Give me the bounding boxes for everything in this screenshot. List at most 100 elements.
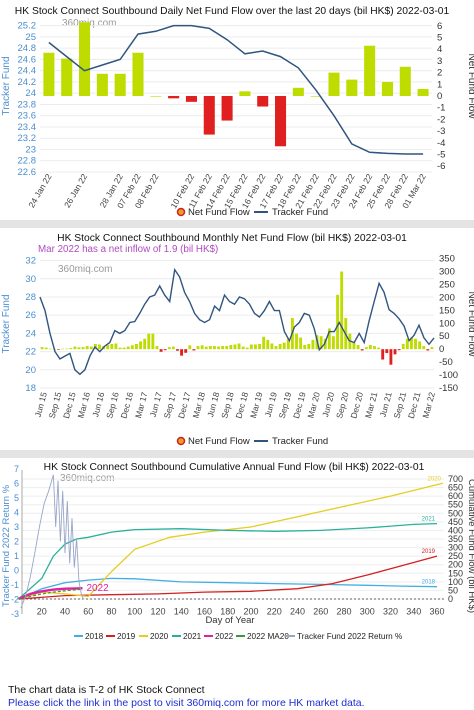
right-tick-label: 150 [448,568,463,578]
series-end-label: 2020 [427,476,441,482]
net-flow-bar [204,346,208,350]
right-tick-label: -150 [439,383,458,394]
net-flow-bar [185,96,197,102]
right-tick-label: 550 [448,500,463,510]
net-flow-bar [196,346,200,350]
cumulative-right-axis-label: Cumulative Fund Flow (bil HK$) [466,479,474,613]
legend-label[interactable]: 2022 [215,632,234,641]
series-line-tracker-fund-2022-return- [20,474,85,609]
right-tick-label: 200 [448,560,463,570]
legend-label[interactable]: 2019 [117,632,136,641]
net-flow-bar [212,346,216,350]
legend-label[interactable]: 2021 [183,632,202,641]
x-tick-label: 20 [37,607,47,617]
series-line-2022 [18,587,83,601]
legend-label[interactable]: 2020 [150,632,169,641]
net-flow-bar [225,346,229,350]
net-flow-bar [381,349,385,360]
legend-label[interactable]: 2018 [85,632,104,641]
cumulative-grid [21,470,444,614]
separator-2 [0,450,474,458]
left-tick-label: 22.6 [18,167,37,178]
left-tick-label: 4 [14,508,19,518]
legend-net-flow-label[interactable]: Net Fund Flow [188,207,250,218]
left-tick-label: 3 [14,522,19,532]
legend-label[interactable]: 2022 MA20 [247,632,289,641]
right-tick-label: 100 [439,318,455,329]
net-flow-bar [254,344,257,350]
right-tick-label: -3 [437,126,445,137]
right-tick-label: 0 [448,594,453,604]
net-flow-bar [81,347,85,350]
series-end-label: 2022 [86,583,109,594]
net-flow-bar [245,347,249,350]
x-tick-label: 220 [267,607,282,617]
daily-flow-chart: HK Stock Connect Southbound Daily Net Fu… [1,6,474,218]
net-flow-bar [422,346,426,350]
cumulative-legend[interactable]: 2018 2019 2020 2021 2022 2022 MA20 Tracker Fun… [74,632,402,641]
right-tick-label: 250 [448,551,463,561]
net-flow-bar [295,333,298,350]
net-flow-bar [352,342,356,350]
daily-legend[interactable]: Net Fund Flow Tracker Fund [176,207,329,218]
net-flow-bar [397,349,401,351]
right-tick-label: 100 [448,577,463,587]
net-flow-bar [292,87,304,96]
net-flow-bar [299,337,303,350]
legend-tracker-label[interactable]: Tracker Fund [272,207,328,218]
net-flow-bar [147,333,151,350]
monthly-left-axis-label: Tracker Fund [1,294,12,353]
right-tick-label: -100 [439,370,458,381]
left-tick-label: 6 [14,479,19,489]
right-tick-label: 650 [448,483,463,493]
monthly-legend[interactable]: Net Fund Flow Tracker Fund [176,436,329,447]
right-tick-label: 5 [437,33,442,44]
net-flow-bar [44,347,48,350]
net-flow-bar [126,346,130,350]
left-tick-label: 2 [14,537,19,547]
series-line-2021 [18,522,438,600]
right-tick-label: -50 [439,357,453,368]
monthly-left-ticks: 32 30 28 26 24 22 20 18 [25,256,36,394]
x-tick-label: Mar 22 [420,391,437,419]
right-tick-label: 300 [439,267,455,278]
legend-tracker-label[interactable]: Tracker Fund [272,436,328,447]
series-end-label: 2021 [422,517,436,523]
left-tick-label: 22 [25,347,36,358]
net-flow-bar [364,45,376,96]
right-tick-label: 300 [448,543,463,553]
x-tick-label: 120 [151,607,166,617]
right-tick-label: 3 [437,56,442,67]
net-flow-bar [188,345,192,350]
left-tick-label: 7 [14,464,19,474]
x-tick-label: 180 [220,607,235,617]
series-line-2022-ma20 [18,588,83,600]
net-flow-bar [340,271,344,350]
legend-net-flow-label[interactable]: Net Fund Flow [188,436,250,447]
monthly-chart-annotation: Mar 2022 has a net inflow of 1.9 (bil HK… [38,244,218,255]
net-flow-bar [221,346,225,350]
net-flow-bar [151,333,155,350]
net-flow-bar [135,344,138,350]
net-flow-bar [114,73,126,96]
separator-1 [0,220,474,228]
net-flow-bar [430,347,434,350]
net-flow-bar [399,66,411,96]
daily-chart-title: HK Stock Connect Southbound Daily Net Fu… [15,6,450,17]
net-flow-bar [48,348,52,350]
x-tick-label: 360 [430,607,445,617]
net-flow-bar [130,345,134,350]
net-flow-bar [217,346,220,350]
net-flow-bar [414,338,417,350]
legend-label[interactable]: Tracker Fund 2022 Return % [297,632,402,641]
footer-link[interactable]: Please click the link in the post to vis… [8,697,365,709]
net-flow-bar [89,346,93,350]
net-flow-bar [401,344,405,350]
net-flow-bar [159,349,163,352]
net-flow-bar [79,22,91,96]
net-flow-bar [328,72,340,96]
net-flow-bar [208,346,212,350]
